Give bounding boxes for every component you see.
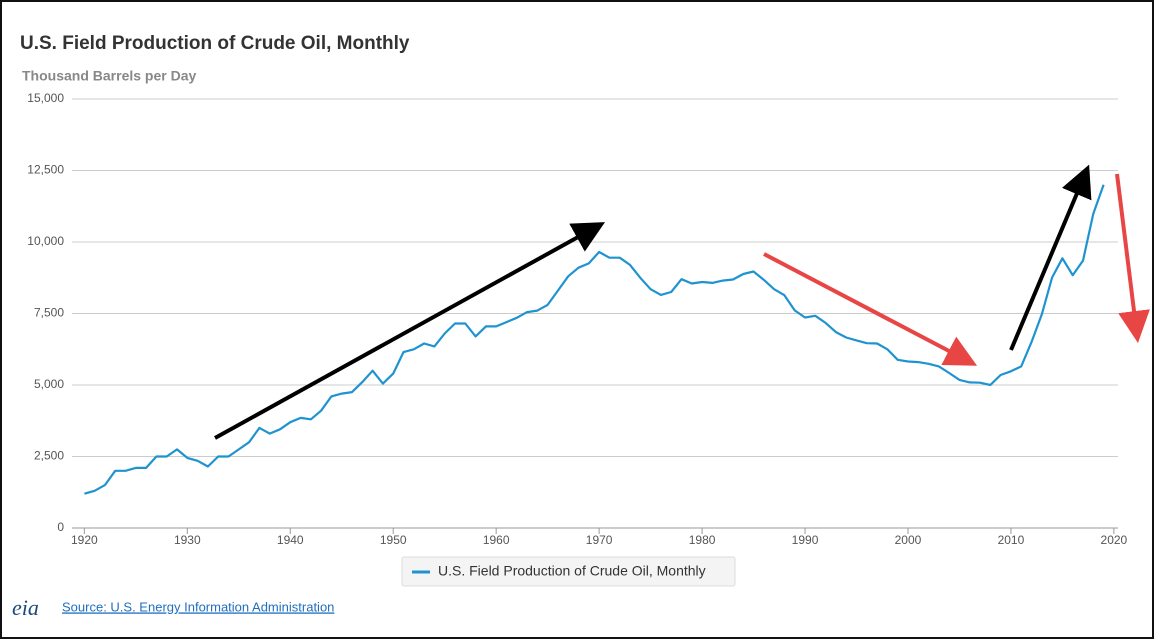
x-tick-label: 1950: [380, 533, 407, 547]
x-tick-label: 1960: [483, 533, 510, 547]
y-tick-label: 7,500: [34, 306, 64, 320]
x-tick-label: 1970: [586, 533, 613, 547]
x-tick-label: 1940: [277, 533, 304, 547]
chart-title: U.S. Field Production of Crude Oil, Mont…: [20, 33, 410, 54]
y-tick-label: 5,000: [34, 377, 64, 391]
logo: eia: [12, 595, 39, 620]
arrow: [763, 252, 978, 366]
x-tick-label: 1990: [792, 533, 819, 547]
arrow: [1009, 164, 1092, 351]
x-tick-label: 2010: [998, 533, 1025, 547]
legend[interactable]: U.S. Field Production of Crude Oil, Mont…: [401, 556, 736, 587]
legend-box: [401, 556, 736, 587]
y-axis-title: Thousand Barrels per Day: [22, 68, 196, 84]
y-tick-label: 15,000: [27, 91, 64, 105]
x-tick-label: 1920: [71, 533, 98, 547]
x-tick-label: 2020: [1101, 533, 1128, 547]
y-tick-label: 2,500: [34, 449, 64, 463]
data-line: [84, 184, 1105, 495]
x-tick-label: 1930: [174, 533, 201, 547]
x-tick-label: 2000: [895, 533, 922, 547]
y-tick-label: 12,500: [27, 163, 64, 177]
annotation-arrows: [214, 164, 1150, 440]
x-tick-label: 1980: [689, 533, 716, 547]
source-link[interactable]: Source: U.S. Energy Information Administ…: [62, 599, 334, 614]
arrow: [1115, 173, 1150, 343]
arrow: [214, 222, 605, 440]
legend-label[interactable]: U.S. Field Production of Crude Oil, Mont…: [438, 563, 706, 579]
y-tick-label: 0: [57, 520, 64, 534]
y-tick-label: 10,000: [27, 234, 64, 248]
